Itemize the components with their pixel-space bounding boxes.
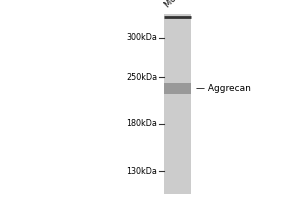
Text: 300kDa: 300kDa — [127, 33, 158, 43]
Bar — [164, 83, 190, 94]
Text: Mouse brain: Mouse brain — [163, 0, 206, 9]
Text: 130kDa: 130kDa — [127, 166, 158, 176]
Text: 180kDa: 180kDa — [127, 119, 158, 129]
Text: 250kDa: 250kDa — [126, 72, 158, 82]
Text: — Aggrecan: — Aggrecan — [196, 84, 251, 93]
Bar — [164, 14, 190, 194]
